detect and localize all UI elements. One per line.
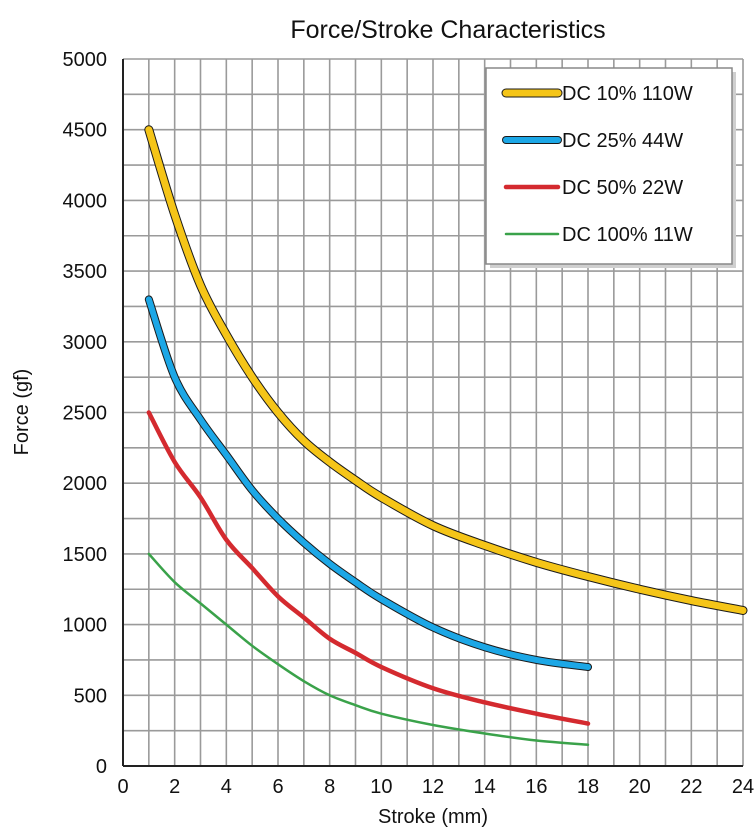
y-tick-label: 3500 (63, 261, 108, 283)
y-tick-label: 500 (74, 685, 107, 707)
y-tick-label: 4500 (63, 120, 108, 142)
x-tick-label: 18 (577, 776, 599, 798)
x-tick-label: 8 (324, 776, 335, 798)
x-tick-label: 14 (474, 776, 496, 798)
axes: 0 2 4 6 8 10 12 14 16 18 20 22 240500100015002000250… (63, 49, 755, 798)
x-tick-label: 2 (169, 776, 180, 798)
x-tick-label: 16 (525, 776, 547, 798)
chart-title: Force/Stroke Characteristics (290, 16, 605, 44)
x-tick-label: 20 (629, 776, 651, 798)
y-axis-title: Force (gf) (11, 369, 33, 456)
legend-label: DC 25% 44W (562, 130, 683, 152)
series-line (147, 552, 590, 747)
y-tick-label: 1000 (63, 615, 108, 637)
x-axis-title: Stroke (mm) (378, 806, 488, 828)
y-tick-label: 4000 (63, 190, 108, 212)
x-tick-label: 22 (680, 776, 702, 798)
x-tick-label: 12 (422, 776, 444, 798)
series-line (146, 410, 591, 726)
series-2 (144, 295, 592, 672)
series-4 (147, 552, 590, 747)
x-tick-label: 6 (272, 776, 283, 798)
legend-box (485, 67, 733, 265)
y-tick-label: 2500 (63, 403, 108, 425)
y-tick-label: 2000 (63, 473, 108, 495)
y-tick-label: 0 (96, 756, 107, 778)
series-line (145, 296, 591, 671)
y-tick-label: 1500 (63, 544, 108, 566)
x-tick-label: 4 (221, 776, 232, 798)
y-tick-label: 3000 (63, 332, 108, 354)
x-tick-label: 24 (732, 776, 754, 798)
legend-label: DC 100% 11W (562, 224, 693, 246)
legend: DC 10% 110W DC 25% 44W DC 50% 22W DC 100% 1… (485, 67, 736, 268)
series-1 (144, 125, 748, 615)
y-tick-label: 5000 (63, 49, 108, 71)
x-tick-label: 10 (370, 776, 392, 798)
series-line (145, 126, 747, 614)
x-tick-label: 0 (117, 776, 128, 798)
legend-label: DC 50% 22W (562, 177, 683, 199)
series-3 (146, 410, 591, 726)
series-lines (144, 125, 748, 747)
legend-label: DC 10% 110W (562, 83, 693, 105)
